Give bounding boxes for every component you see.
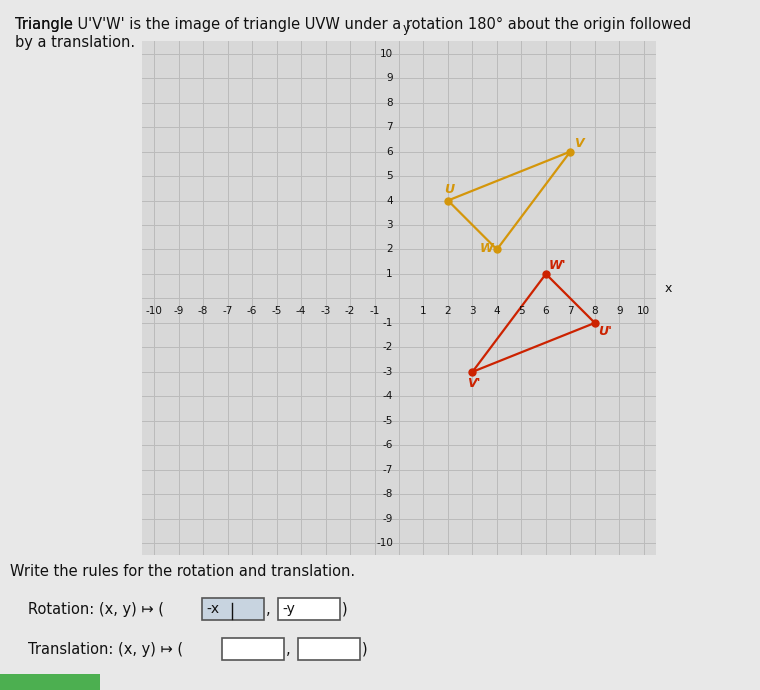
Text: -10: -10 — [376, 538, 393, 549]
Text: -x: -x — [206, 602, 219, 615]
Text: 9: 9 — [386, 73, 393, 83]
Point — [467, 366, 479, 377]
Bar — [202, 598, 264, 620]
Text: -6: -6 — [382, 440, 393, 451]
Text: Rotation: (x, y) ↦ (: Rotation: (x, y) ↦ ( — [28, 602, 164, 617]
Text: Triangle U'V'W' is the image of triangle UVW under a rotation 180° about the ori: Triangle U'V'W' is the image of triangle… — [15, 17, 692, 50]
Text: -4: -4 — [296, 306, 306, 316]
Text: -8: -8 — [382, 489, 393, 500]
Text: W: W — [480, 242, 493, 255]
Text: 3: 3 — [469, 306, 476, 316]
Text: 6: 6 — [543, 306, 549, 316]
Text: 6: 6 — [386, 146, 393, 157]
Text: -9: -9 — [382, 514, 393, 524]
Text: -4: -4 — [382, 391, 393, 402]
Text: ): ) — [342, 602, 347, 617]
Text: U': U' — [599, 325, 613, 338]
Bar — [298, 638, 360, 660]
Text: 4: 4 — [386, 195, 393, 206]
Text: Triangle: Triangle — [15, 17, 78, 32]
Bar — [222, 638, 284, 660]
Text: 1: 1 — [420, 306, 427, 316]
Text: 1: 1 — [386, 269, 393, 279]
Bar — [278, 598, 340, 620]
Text: U: U — [445, 183, 454, 196]
Text: 10: 10 — [637, 306, 651, 316]
Text: 2: 2 — [386, 244, 393, 255]
Point — [491, 244, 503, 255]
Text: 9: 9 — [616, 306, 622, 316]
Text: 7: 7 — [567, 306, 574, 316]
Point — [540, 268, 552, 279]
Text: -8: -8 — [198, 306, 208, 316]
Text: -1: -1 — [369, 306, 380, 316]
Text: -y: -y — [282, 602, 295, 615]
Text: -5: -5 — [271, 306, 282, 316]
Point — [564, 146, 576, 157]
Text: -5: -5 — [382, 416, 393, 426]
Text: 7: 7 — [386, 122, 393, 132]
Text: V: V — [574, 137, 584, 150]
Text: -9: -9 — [173, 306, 184, 316]
Text: Translation: (x, y) ↦ (: Translation: (x, y) ↦ ( — [28, 642, 183, 657]
Text: W': W' — [548, 259, 566, 272]
Text: -7: -7 — [382, 465, 393, 475]
Bar — [0, 674, 100, 690]
Text: ,: , — [286, 642, 290, 657]
Text: 8: 8 — [386, 97, 393, 108]
Text: ,: , — [266, 602, 271, 617]
Text: 5: 5 — [386, 171, 393, 181]
Text: -10: -10 — [146, 306, 163, 316]
Text: -2: -2 — [382, 342, 393, 353]
Point — [589, 317, 601, 328]
Text: ): ) — [362, 642, 368, 657]
Text: V': V' — [467, 377, 481, 390]
Text: 2: 2 — [445, 306, 451, 316]
Text: 5: 5 — [518, 306, 524, 316]
Text: x: x — [664, 282, 672, 295]
Text: y: y — [403, 22, 410, 35]
Text: 10: 10 — [380, 48, 393, 59]
Text: -3: -3 — [321, 306, 331, 316]
Text: Write the rules for the rotation and translation.: Write the rules for the rotation and tra… — [10, 564, 355, 580]
Text: 8: 8 — [591, 306, 598, 316]
Text: -3: -3 — [382, 367, 393, 377]
Text: -1: -1 — [382, 318, 393, 328]
Text: -6: -6 — [247, 306, 258, 316]
Text: 4: 4 — [493, 306, 500, 316]
Point — [442, 195, 454, 206]
Text: 3: 3 — [386, 220, 393, 230]
Text: -7: -7 — [223, 306, 233, 316]
Text: -2: -2 — [345, 306, 355, 316]
